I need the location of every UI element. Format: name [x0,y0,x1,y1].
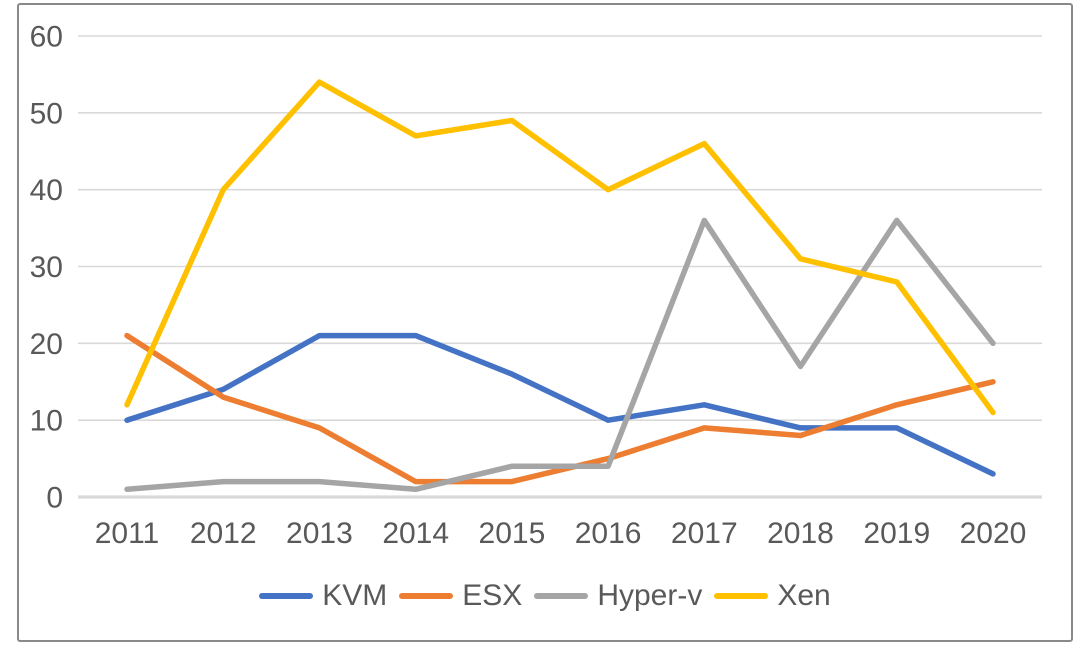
legend-item-esx[interactable]: ESX [399,581,522,611]
chart-legend: KVM ESX Hyper-v Xen [18,577,1072,615]
series-line-esx[interactable] [124,332,996,485]
x-axis-tick-2012: 2012 [190,517,257,550]
y-axis-tick-40: 40 [30,174,63,207]
chart-frame [17,3,1073,642]
legend-item-hyper-v[interactable]: Hyper-v [534,581,702,611]
y-axis-tick-10: 10 [30,405,63,438]
legend-line-marker-esx [399,593,454,599]
y-axis-tick-50: 50 [30,97,63,130]
x-axis-tick-2017: 2017 [671,517,738,550]
x-axis-tick-2015: 2015 [479,517,546,550]
series-line-hyper-v[interactable] [124,217,996,493]
y-axis-tick-0: 0 [46,482,63,515]
x-axis-tick-2013: 2013 [286,517,353,550]
legend-label-xen: Xen [777,579,831,612]
x-axis-tick-2011: 2011 [95,517,160,550]
series-line-kvm[interactable] [124,332,996,477]
legend-label-esx: ESX [462,579,523,612]
x-axis-tick-2019: 2019 [863,517,930,550]
legend-item-kvm[interactable]: KVM [259,581,387,611]
x-axis-tick-2014: 2014 [382,517,449,550]
legend-item-xen[interactable]: Xen [714,579,831,612]
legend-label-kvm: KVM [322,579,388,612]
legend-label-hyper-v: Hyper-v [597,579,703,612]
x-axis-tick-2018: 2018 [767,517,834,550]
x-axis-tick-2020: 2020 [960,517,1027,550]
legend-line-marker-kvm [259,593,314,599]
x-axis-tick-2016: 2016 [575,517,642,550]
y-axis-tick-60: 60 [30,21,63,54]
legend-line-marker-xen [714,593,769,599]
series-line-xen[interactable] [124,79,996,416]
y-axis-tick-30: 30 [30,251,63,284]
y-axis-tick-20: 20 [30,328,63,361]
legend-line-marker-hyper-v [534,593,589,599]
